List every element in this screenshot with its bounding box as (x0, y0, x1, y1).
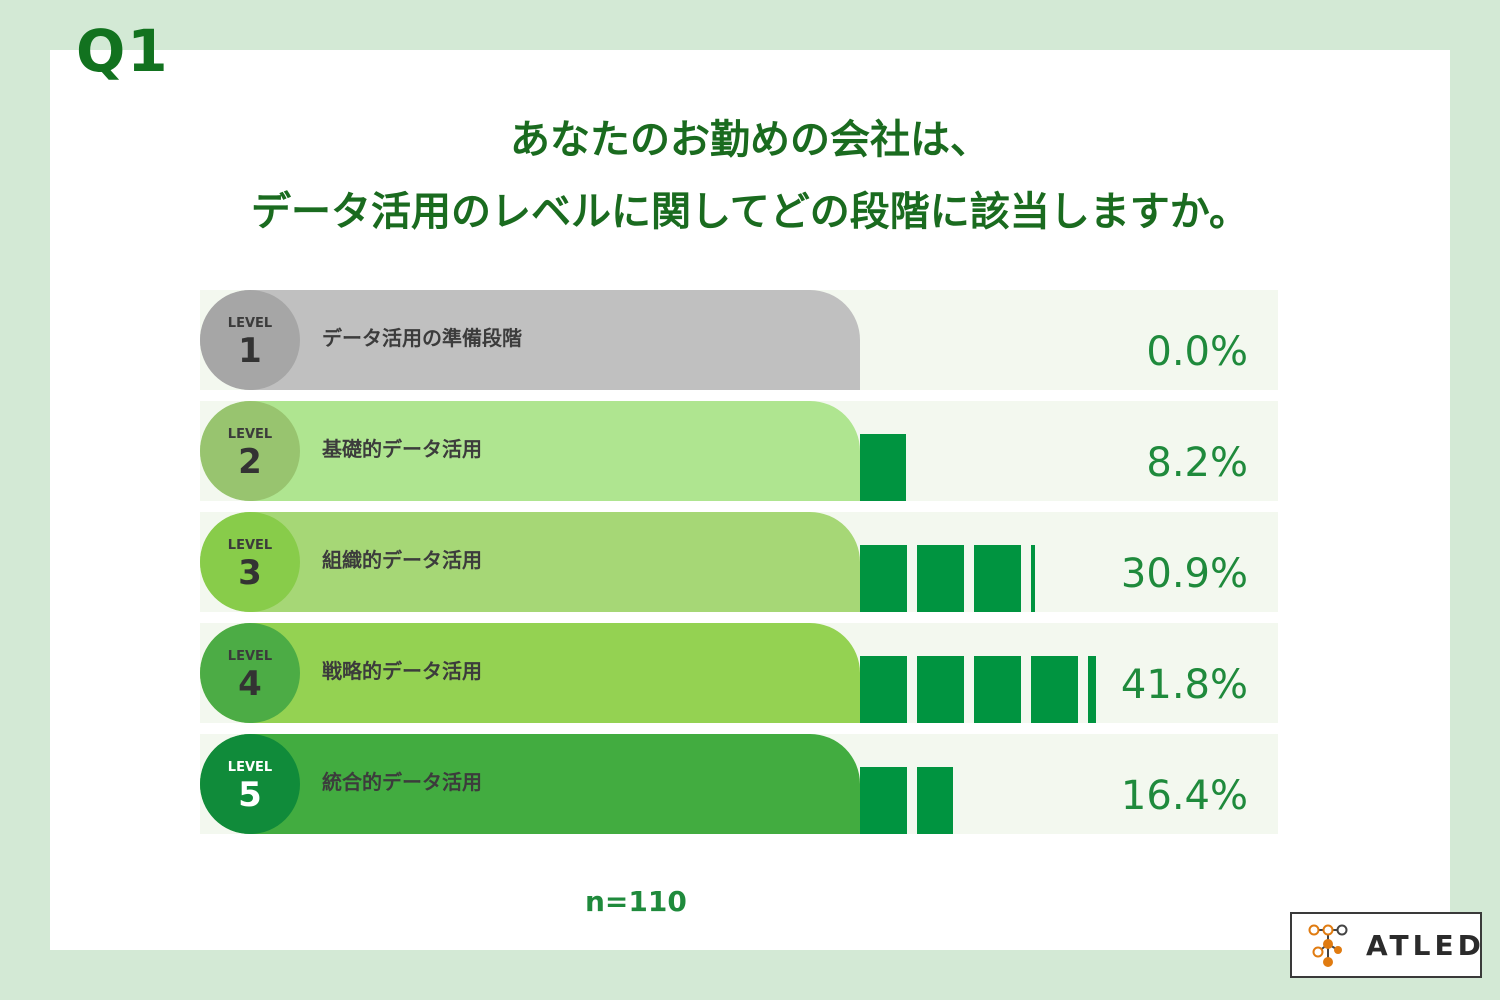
bar-segment (974, 545, 1021, 612)
chart-title-line-1: あなたのお勤めの会社は、 (510, 117, 990, 163)
level-caption: LEVEL (227, 649, 273, 664)
category-label: データ活用の準備段階 (322, 326, 522, 350)
level-row-4: LEVEL 4 戦略的データ活用 41.8% (200, 623, 1278, 723)
level-number: 3 (238, 553, 262, 593)
question-label: Q1 (76, 17, 170, 85)
value-bar (860, 290, 1120, 390)
value-label: 16.4% (1120, 773, 1248, 819)
bar-segment (1031, 545, 1035, 612)
bar-segment (860, 656, 907, 723)
level-row-2: LEVEL 2 基礎的データ活用 8.2% (200, 401, 1278, 501)
value-label: 30.9% (1120, 551, 1248, 597)
level-row-1: LEVEL 1 データ活用の準備段階 0.0% (200, 290, 1278, 390)
bar-segment (917, 767, 953, 834)
category-label: 戦略的データ活用 (322, 659, 482, 683)
level-pill (200, 734, 860, 834)
level-number: 4 (238, 664, 262, 704)
level-pill (200, 623, 860, 723)
category-label: 基礎的データ活用 (322, 437, 482, 461)
level-badge: LEVEL 2 (200, 401, 300, 501)
level-caption: LEVEL (227, 427, 273, 442)
atled-logo: ATLED (1290, 912, 1482, 978)
level-caption: LEVEL (227, 760, 273, 775)
bar-segment (1088, 656, 1097, 723)
level-number: 1 (238, 331, 262, 371)
level-row-3: LEVEL 3 組織的データ活用 30.9% (200, 512, 1278, 612)
level-pill (200, 401, 860, 501)
value-bar (860, 623, 1120, 723)
level-badge: LEVEL 5 (200, 734, 300, 834)
value-label: 8.2% (1146, 440, 1248, 486)
bar-segment (974, 656, 1021, 723)
level-row-5: LEVEL 5 統合的データ活用 16.4% (200, 734, 1278, 834)
level-badge: LEVEL 4 (200, 623, 300, 723)
value-bar (860, 512, 1120, 612)
level-caption: LEVEL (227, 538, 273, 553)
level-pill (200, 512, 860, 612)
value-label: 41.8% (1120, 662, 1248, 708)
level-number: 2 (238, 442, 262, 482)
bar-segment (860, 434, 907, 501)
category-label: 統合的データ活用 (322, 770, 482, 794)
chart-title-line-2: データ活用のレベルに関してどの段階に該当しますか。 (251, 189, 1249, 235)
level-pill (200, 290, 860, 390)
molecule-icon (1308, 924, 1348, 967)
bar-segment (917, 545, 964, 612)
level-badge: LEVEL 3 (200, 512, 300, 612)
bar-segment (1031, 656, 1078, 723)
bar-segment (917, 656, 964, 723)
sample-size-label: n=110 (585, 885, 687, 918)
value-label: 0.0% (1146, 329, 1248, 375)
bar-segment (860, 767, 907, 834)
level-caption: LEVEL (227, 316, 273, 331)
level-number: 5 (238, 775, 262, 815)
value-bar (860, 401, 1120, 501)
logo-text: ATLED (1366, 929, 1485, 962)
level-badge: LEVEL 1 (200, 290, 300, 390)
bar-segment (860, 545, 907, 612)
category-label: 組織的データ活用 (322, 548, 482, 572)
value-bar (860, 734, 1120, 834)
